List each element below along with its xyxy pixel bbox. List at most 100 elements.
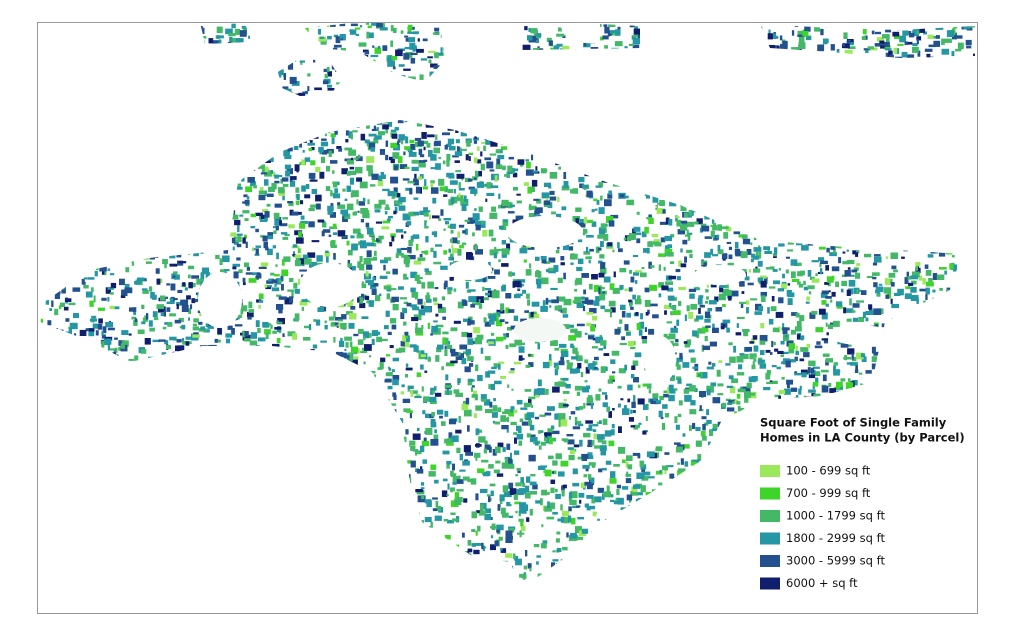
parcel (475, 405, 483, 411)
parcel (528, 205, 537, 210)
parcel (882, 574, 886, 579)
parcel (675, 376, 682, 380)
parcel (757, 359, 765, 364)
parcel (227, 546, 234, 552)
parcel (383, 285, 392, 290)
parcel (666, 137, 671, 142)
parcel (347, 456, 353, 459)
parcel (227, 392, 232, 398)
parcel (478, 30, 483, 34)
parcel (807, 224, 810, 230)
parcel (561, 489, 565, 497)
parcel (165, 487, 170, 491)
parcel (341, 168, 348, 175)
parcel (522, 104, 525, 109)
parcel (826, 133, 832, 139)
parcel (219, 247, 224, 250)
parcel (249, 138, 256, 144)
parcel (482, 471, 489, 475)
parcel (479, 584, 485, 588)
parcel (275, 84, 280, 88)
parcel (824, 111, 827, 118)
parcel (838, 546, 845, 553)
parcel (826, 91, 835, 98)
parcel (834, 115, 842, 119)
parcel (363, 361, 366, 365)
parcel (691, 583, 697, 588)
parcel (91, 287, 94, 292)
parcel (491, 98, 498, 103)
parcel (134, 199, 139, 204)
parcel (222, 193, 229, 197)
parcel (568, 416, 571, 420)
parcel (134, 487, 141, 491)
parcel (732, 124, 740, 129)
parcel (124, 125, 127, 130)
parcel (197, 243, 201, 248)
parcel (843, 307, 847, 314)
parcel (964, 475, 969, 481)
parcel (949, 186, 957, 194)
parcel (586, 403, 594, 406)
parcel (604, 430, 612, 437)
parcel (61, 541, 65, 548)
parcel (261, 465, 268, 471)
parcel (833, 132, 837, 138)
parcel (591, 464, 596, 468)
parcel (62, 264, 65, 269)
parcel (92, 512, 97, 515)
parcel (390, 159, 395, 164)
parcel (443, 50, 451, 56)
parcel (548, 455, 554, 460)
parcel (712, 519, 718, 524)
parcel (210, 135, 218, 139)
parcel (495, 460, 501, 464)
parcel (257, 511, 260, 514)
parcel (508, 482, 514, 489)
parcel (591, 531, 596, 535)
parcel (284, 155, 292, 160)
parcel (407, 28, 412, 34)
parcel (648, 157, 651, 162)
parcel (178, 102, 184, 107)
parcel (952, 349, 956, 354)
parcel (657, 202, 666, 205)
parcel (494, 175, 498, 182)
parcel (75, 268, 80, 273)
parcel (668, 394, 675, 402)
parcel (361, 104, 364, 108)
parcel (500, 40, 505, 46)
parcel (236, 427, 240, 432)
parcel (332, 47, 338, 51)
parcel (221, 78, 229, 83)
parcel (674, 574, 680, 578)
parcel (897, 43, 904, 46)
parcel (208, 345, 215, 352)
parcel (836, 171, 843, 174)
parcel (706, 450, 712, 456)
parcel (604, 26, 610, 34)
parcel (216, 143, 223, 151)
parcel (448, 248, 451, 253)
parcel (173, 451, 177, 455)
parcel (711, 218, 715, 224)
parcel (90, 95, 97, 99)
parcel (60, 509, 64, 514)
parcel (546, 37, 552, 42)
parcel (971, 249, 975, 255)
parcel (725, 363, 731, 366)
parcel (136, 406, 143, 413)
parcel (852, 357, 857, 362)
parcel (642, 178, 648, 185)
parcel (957, 135, 963, 141)
parcel (610, 429, 615, 436)
parcel (654, 180, 659, 185)
parcel (49, 568, 52, 575)
parcel (727, 513, 731, 518)
parcel (584, 380, 588, 383)
parcel (251, 37, 257, 45)
parcel (413, 31, 419, 35)
parcel (194, 416, 199, 420)
parcel (923, 234, 931, 239)
parcel (214, 384, 220, 390)
